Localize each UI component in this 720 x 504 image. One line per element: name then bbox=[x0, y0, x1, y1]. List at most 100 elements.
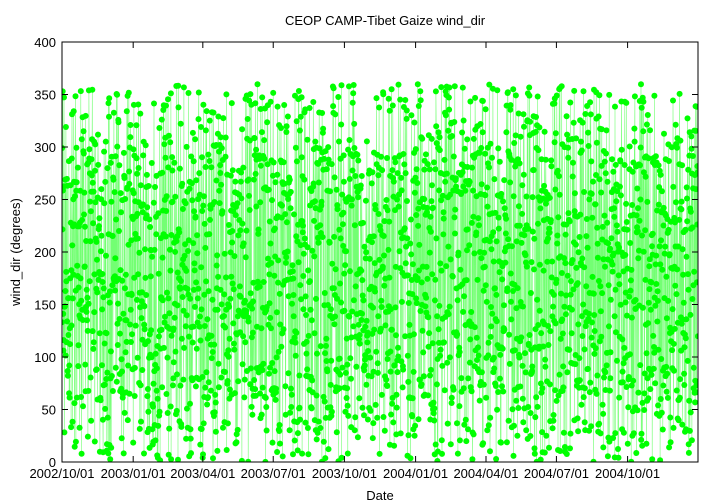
data-point bbox=[131, 274, 138, 281]
data-point bbox=[550, 412, 557, 418]
data-point bbox=[127, 134, 134, 141]
data-point bbox=[231, 390, 238, 397]
data-point bbox=[367, 407, 374, 414]
data-point bbox=[349, 167, 356, 174]
data-point bbox=[72, 438, 79, 445]
data-point bbox=[612, 286, 619, 293]
data-point bbox=[654, 318, 661, 325]
data-point bbox=[567, 445, 573, 452]
data-point bbox=[121, 409, 128, 416]
data-point bbox=[480, 287, 487, 294]
data-point bbox=[360, 219, 366, 226]
data-point bbox=[574, 280, 581, 287]
data-point bbox=[333, 186, 340, 193]
data-point bbox=[432, 166, 439, 173]
data-point bbox=[580, 394, 587, 401]
data-point bbox=[612, 161, 619, 168]
data-point bbox=[372, 202, 379, 208]
data-point bbox=[466, 359, 473, 366]
data-point bbox=[83, 308, 90, 315]
data-point bbox=[642, 173, 649, 180]
data-point bbox=[161, 319, 168, 326]
data-point bbox=[137, 110, 144, 117]
data-point bbox=[571, 87, 578, 94]
data-point bbox=[130, 146, 137, 153]
data-point bbox=[561, 444, 568, 450]
data-point bbox=[520, 419, 527, 426]
data-point bbox=[692, 399, 698, 406]
data-point bbox=[105, 450, 112, 457]
data-point bbox=[304, 425, 311, 431]
data-point bbox=[368, 373, 375, 380]
data-point bbox=[313, 436, 320, 443]
data-point bbox=[620, 360, 627, 367]
data-point bbox=[268, 260, 275, 266]
data-point bbox=[541, 128, 548, 135]
data-point bbox=[211, 409, 218, 416]
data-point bbox=[358, 267, 365, 274]
data-point bbox=[427, 372, 433, 379]
data-point bbox=[208, 355, 215, 362]
data-point bbox=[171, 314, 178, 321]
data-point bbox=[520, 171, 527, 178]
data-point bbox=[489, 310, 496, 317]
data-point bbox=[685, 449, 692, 456]
data-point bbox=[300, 250, 307, 257]
data-point bbox=[209, 349, 216, 355]
data-point bbox=[600, 256, 607, 263]
data-point bbox=[338, 299, 344, 306]
data-point bbox=[545, 235, 551, 242]
data-point bbox=[548, 163, 555, 170]
data-point bbox=[661, 130, 667, 137]
data-point bbox=[371, 326, 378, 333]
data-point bbox=[219, 208, 226, 215]
data-point bbox=[633, 450, 640, 456]
data-point bbox=[436, 147, 443, 154]
data-point bbox=[351, 145, 358, 151]
data-point bbox=[338, 121, 345, 128]
data-point bbox=[522, 350, 528, 357]
data-point bbox=[588, 423, 595, 430]
data-point bbox=[548, 157, 555, 164]
data-point bbox=[560, 363, 567, 370]
data-point bbox=[175, 82, 182, 89]
data-point bbox=[553, 397, 560, 404]
data-point bbox=[599, 290, 606, 297]
data-point bbox=[432, 441, 439, 448]
data-point bbox=[226, 335, 233, 342]
data-point bbox=[549, 425, 556, 432]
data-point bbox=[537, 205, 544, 212]
data-point bbox=[253, 203, 260, 210]
data-point bbox=[163, 391, 170, 397]
data-point bbox=[296, 372, 303, 379]
data-point bbox=[367, 354, 374, 361]
data-point bbox=[422, 303, 429, 310]
data-point bbox=[126, 390, 133, 397]
data-point bbox=[627, 351, 633, 358]
data-point bbox=[99, 279, 106, 285]
data-point bbox=[679, 162, 686, 169]
data-point bbox=[94, 289, 101, 296]
data-point bbox=[78, 136, 85, 143]
data-point bbox=[191, 267, 198, 274]
data-point bbox=[310, 180, 317, 187]
data-point bbox=[62, 310, 67, 317]
data-point bbox=[123, 317, 130, 324]
data-point bbox=[642, 276, 649, 283]
data-point bbox=[336, 226, 343, 233]
data-point bbox=[565, 144, 572, 151]
data-point bbox=[182, 323, 189, 330]
data-point bbox=[480, 440, 487, 447]
data-point bbox=[366, 255, 373, 262]
data-point bbox=[438, 437, 445, 444]
series-line bbox=[62, 84, 698, 462]
data-point bbox=[197, 337, 204, 344]
data-point bbox=[488, 246, 495, 253]
data-point bbox=[179, 180, 186, 187]
data-point bbox=[671, 367, 677, 374]
data-point bbox=[423, 263, 430, 270]
data-point bbox=[583, 283, 590, 290]
data-point bbox=[594, 254, 601, 261]
data-point bbox=[293, 158, 300, 165]
data-point bbox=[116, 316, 123, 322]
